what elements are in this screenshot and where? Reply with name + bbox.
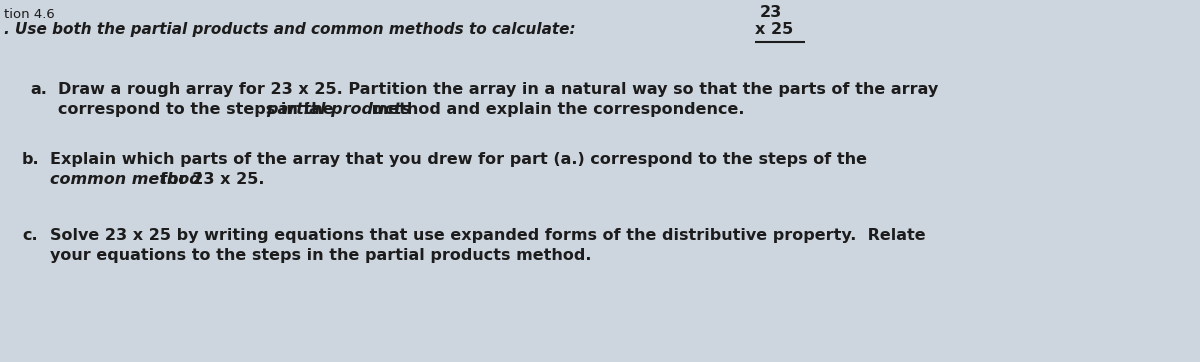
Text: x 25: x 25 (755, 22, 793, 37)
Text: Explain which parts of the array that you drew for part (a.) correspond to the s: Explain which parts of the array that yo… (50, 152, 866, 167)
Text: 23: 23 (760, 5, 782, 20)
Text: for 23 x 25.: for 23 x 25. (155, 172, 264, 187)
Text: a.: a. (30, 82, 47, 97)
Text: . Use both the partial products and common methods to calculate:: . Use both the partial products and comm… (4, 22, 576, 37)
Text: common method: common method (50, 172, 200, 187)
Text: c.: c. (22, 228, 37, 243)
Text: your equations to the steps in the partial products method.: your equations to the steps in the parti… (50, 248, 592, 263)
Text: method and explain the correspondence.: method and explain the correspondence. (366, 102, 744, 117)
Text: Solve 23 x 25 by writing equations that use expanded forms of the distributive p: Solve 23 x 25 by writing equations that … (50, 228, 925, 243)
Text: b.: b. (22, 152, 40, 167)
Text: partial products: partial products (266, 102, 410, 117)
Text: correspond to the steps in the: correspond to the steps in the (58, 102, 340, 117)
Text: tion 4.6: tion 4.6 (4, 8, 55, 21)
Text: Draw a rough array for 23 x 25. Partition the array in a natural way so that the: Draw a rough array for 23 x 25. Partitio… (58, 82, 938, 97)
